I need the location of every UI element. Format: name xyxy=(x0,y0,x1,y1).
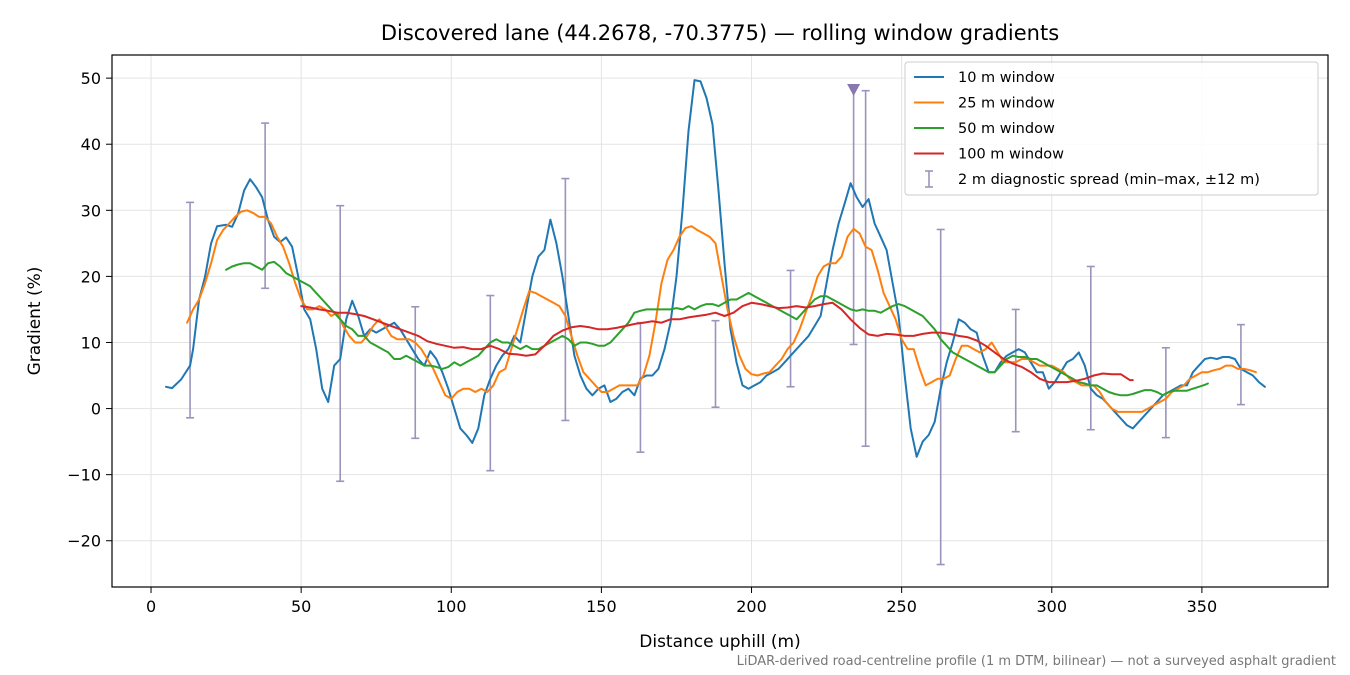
x-tick-label: 50 xyxy=(291,597,311,616)
x-axis-label: Distance uphill (m) xyxy=(639,632,800,652)
legend-entry: 100 m window xyxy=(914,147,1064,163)
chart-title: Discovered lane (44.2678, -70.3775) — ro… xyxy=(381,21,1059,45)
legend-entry: 2 m diagnostic spread (min–max, ±12 m) xyxy=(925,170,1260,188)
error-bar xyxy=(936,228,945,566)
peak-marker-triangle xyxy=(847,84,861,97)
legend-label: 25 m window xyxy=(958,96,1055,112)
x-tick-label: 100 xyxy=(436,597,467,616)
y-tick-label: −10 xyxy=(67,466,101,485)
legend-entry: 10 m window xyxy=(914,70,1055,86)
series-line-50-m-window xyxy=(225,260,1209,397)
x-tick-label: 0 xyxy=(146,597,156,616)
peak-marker xyxy=(847,84,861,97)
series-line-100-m-window xyxy=(300,301,1134,384)
error-bar xyxy=(411,305,420,440)
error-bar xyxy=(1011,308,1020,433)
y-tick-label: 50 xyxy=(81,69,101,88)
legend-entry: 25 m window xyxy=(914,96,1055,112)
y-tick-label: 40 xyxy=(81,135,101,154)
y-axis-label: Gradient (%) xyxy=(25,267,45,376)
y-tick-label: 20 xyxy=(81,267,101,286)
series-lines xyxy=(165,79,1266,458)
error-bar xyxy=(1086,265,1095,431)
legend: 10 m window 25 m window 50 m window 100 m w… xyxy=(904,61,1319,196)
legend-entry: 50 m window xyxy=(914,121,1055,137)
plot-frame xyxy=(111,54,1329,588)
y-tick-label: 30 xyxy=(81,201,101,220)
legend-label: 2 m diagnostic spread (min–max, ±12 m) xyxy=(958,172,1260,188)
x-axis-ticks: 0 50 100 150 200 250 300 350 xyxy=(146,587,1217,616)
legend-label: 100 m window xyxy=(958,147,1064,163)
x-tick-label: 200 xyxy=(736,597,767,616)
y-tick-label: 0 xyxy=(91,400,101,419)
error-bar xyxy=(786,269,795,388)
x-tick-label: 300 xyxy=(1036,597,1067,616)
legend-label: 10 m window xyxy=(958,70,1055,86)
series-line-10-m-window xyxy=(165,79,1266,458)
legend-box xyxy=(904,61,1319,196)
error-bar xyxy=(1236,323,1245,406)
x-tick-label: 350 xyxy=(1187,597,1218,616)
x-tick-label: 250 xyxy=(886,597,917,616)
y-axis-ticks: −20 −10 0 10 20 30 40 50 xyxy=(67,69,112,551)
error-bar xyxy=(186,201,195,419)
y-tick-label: 10 xyxy=(81,333,101,352)
legend-label: 50 m window xyxy=(958,121,1055,137)
y-tick-label: −20 xyxy=(67,532,101,551)
x-tick-label: 150 xyxy=(586,597,617,616)
error-bar xyxy=(336,204,345,483)
footnote: LiDAR-derived road-centreline profile (1… xyxy=(737,654,1336,669)
error-bar xyxy=(486,294,495,472)
error-bar xyxy=(711,319,720,409)
error-bar xyxy=(861,89,870,448)
